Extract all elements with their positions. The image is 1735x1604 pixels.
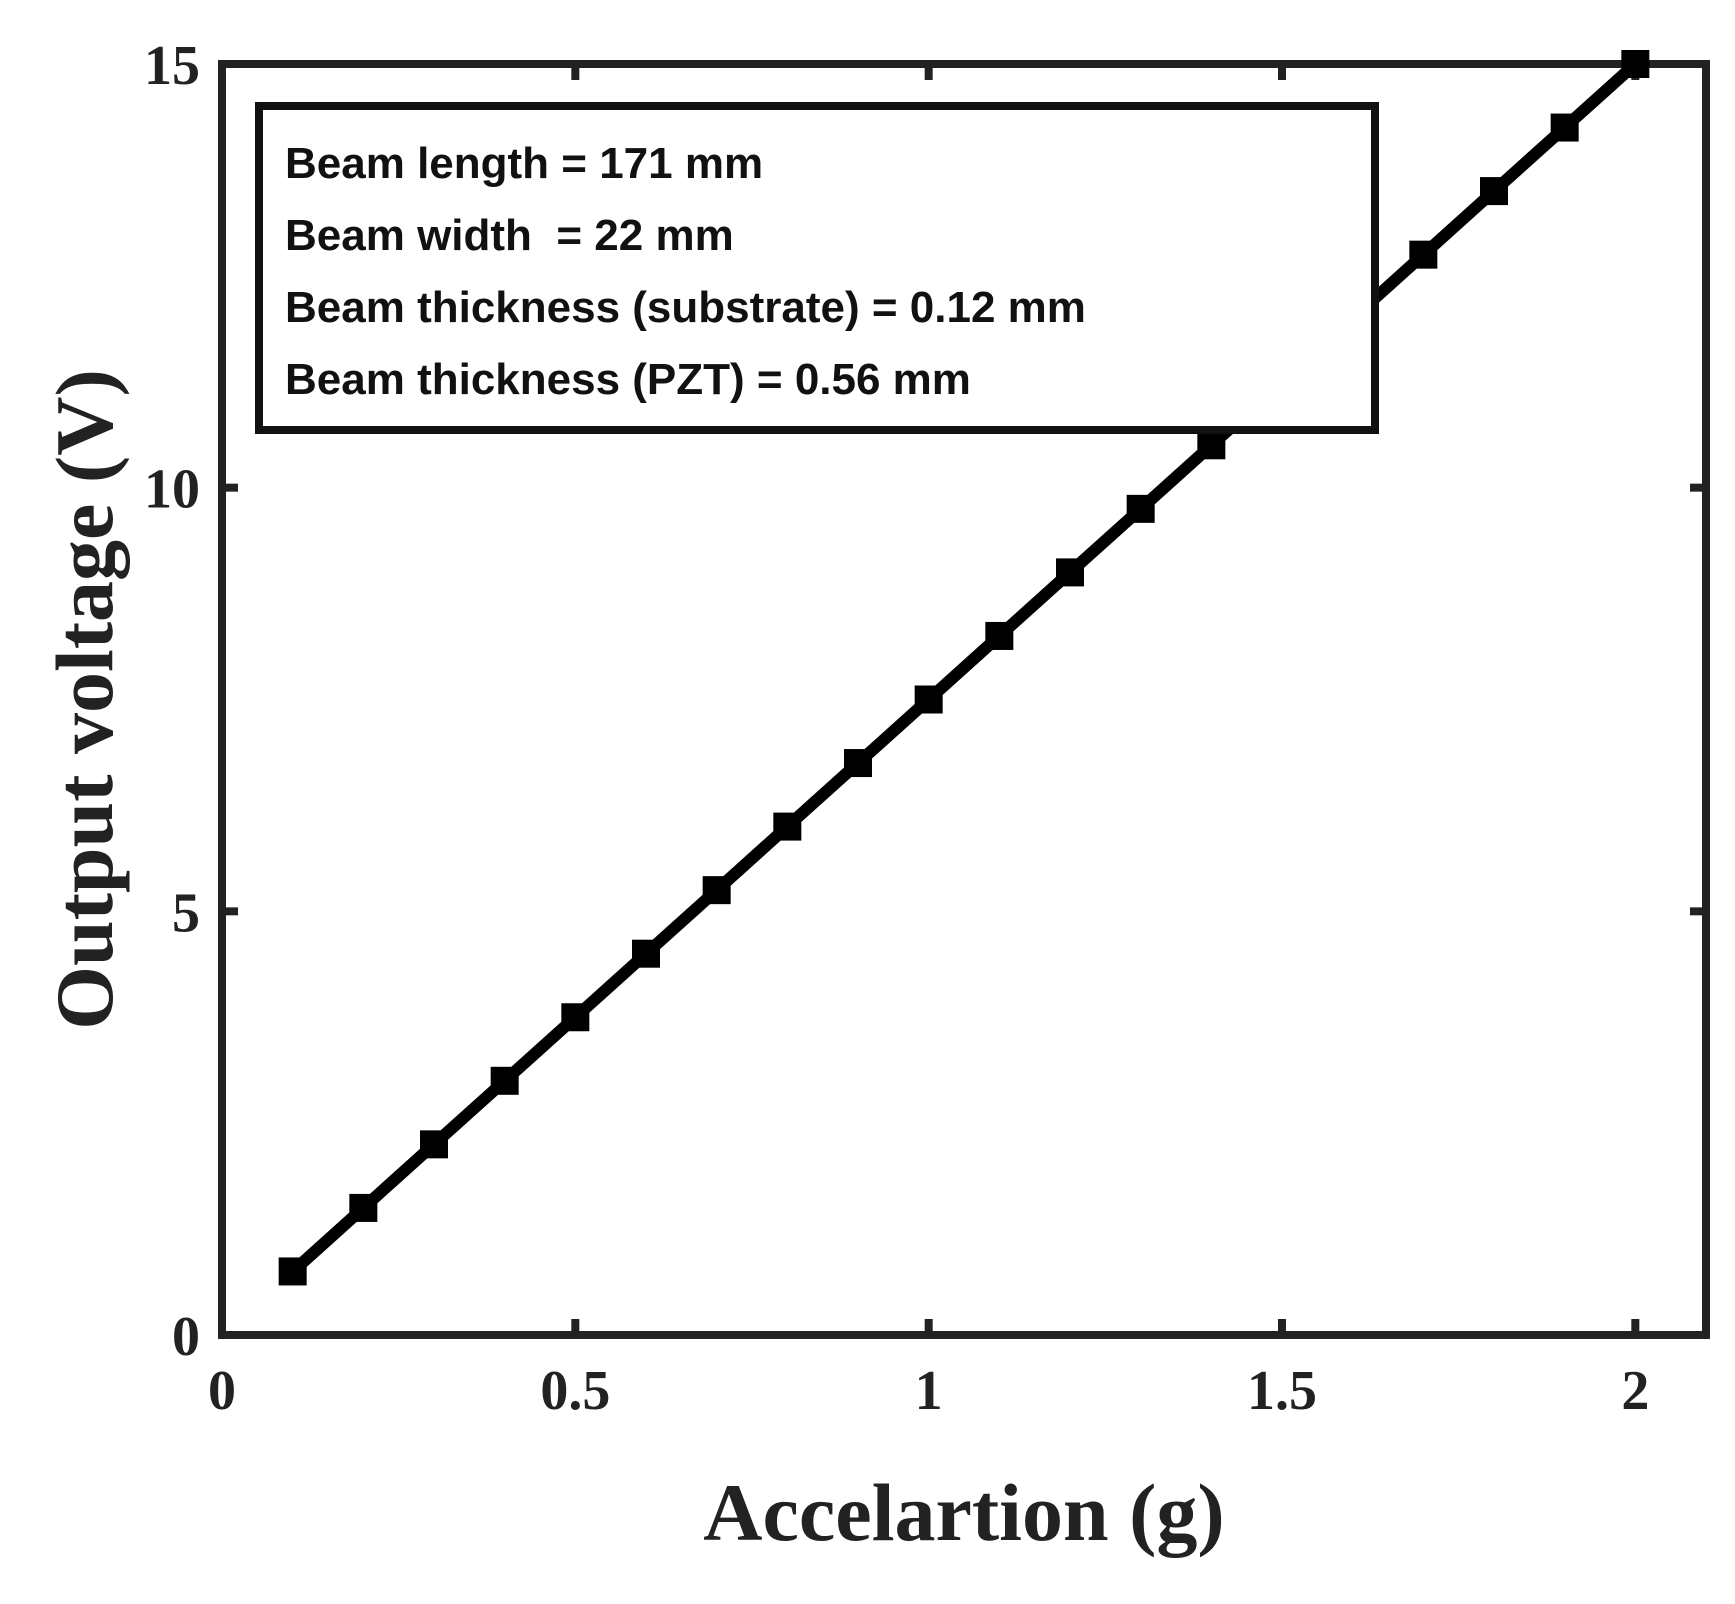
series-layer [278, 50, 1650, 1286]
data-point [1126, 494, 1155, 523]
x-tick-label: 0.5 [540, 1360, 610, 1422]
data-point [1621, 50, 1650, 78]
annotation-line: Beam length = 171 mm [285, 139, 763, 188]
x-axis-title: Accelartion (g) [703, 1467, 1224, 1558]
data-point [1409, 240, 1438, 269]
annotation-box [255, 102, 1379, 434]
y-tick-label: 15 [144, 35, 200, 97]
y-tick-label: 10 [144, 459, 200, 521]
data-point [844, 749, 872, 778]
annotation-line: Beam thickness (substrate) = 0.12 mm [285, 283, 1086, 332]
data-point [632, 939, 660, 968]
data-point [561, 1003, 590, 1032]
data-point [985, 621, 1014, 650]
x-tick-label: 0 [208, 1360, 236, 1422]
y-tick-label: 5 [172, 882, 200, 944]
x-tick-label: 1.5 [1247, 1360, 1317, 1422]
data-point [914, 685, 943, 714]
data-point [1197, 431, 1226, 460]
data-point [1550, 113, 1579, 142]
data-point [278, 1257, 307, 1286]
data-point [1056, 558, 1084, 587]
data-point [490, 1066, 519, 1095]
y-axis-title: Output voltage (V) [39, 369, 130, 1030]
data-point [773, 812, 802, 841]
x-tick-label: 1 [915, 1360, 943, 1422]
data-point [349, 1193, 378, 1222]
y-tick-label: 0 [172, 1306, 200, 1368]
annotation-line: Beam width = 22 mm [285, 211, 734, 260]
x-tick-label: 2 [1621, 1360, 1649, 1422]
annotation-line: Beam thickness (PZT) = 0.56 mm [285, 355, 971, 404]
labels-layer: Accelartion (g) Output voltage (V) 0 0.5 1… [39, 35, 1649, 1558]
plot-frame [218, 60, 1710, 1339]
data-point [420, 1130, 448, 1159]
annotation-layer: Beam length = 171 mm Beam width = 22 mm Be… [255, 102, 1379, 434]
data-point [702, 876, 731, 905]
data-point [1480, 177, 1508, 206]
